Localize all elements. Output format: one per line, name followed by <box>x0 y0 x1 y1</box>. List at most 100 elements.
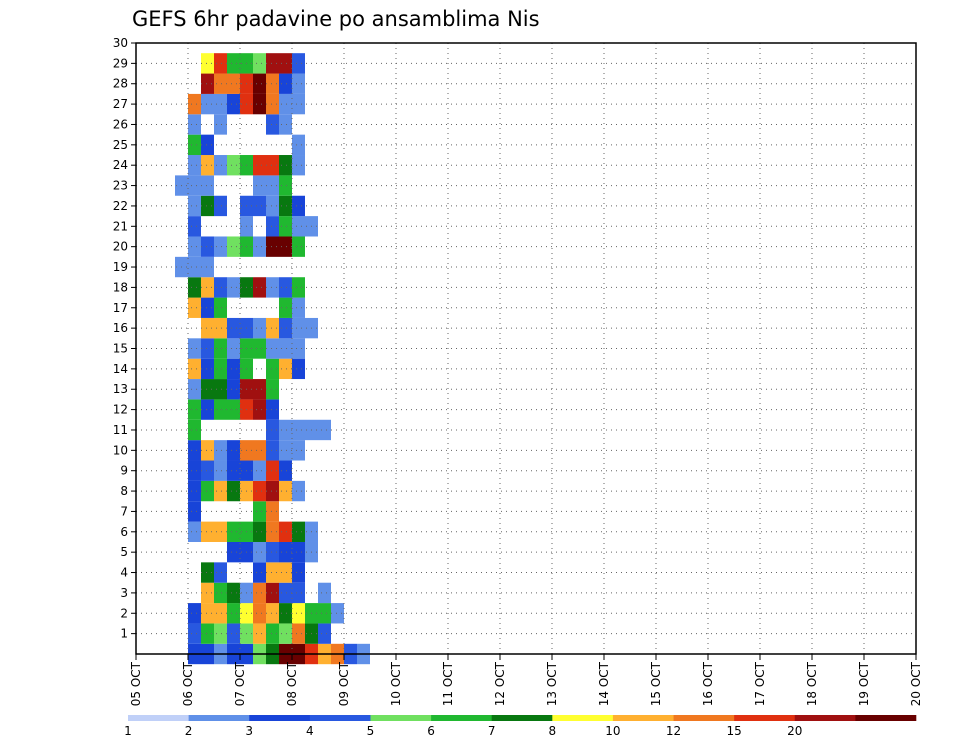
cell-m6-t12 <box>292 521 305 542</box>
x-tick-label-7: 12 OCT <box>493 661 507 706</box>
x-tick-label-0: 05 OCT <box>129 661 143 706</box>
cell-m24-t9 <box>253 155 266 176</box>
colorbar-label-2: 2 <box>185 724 193 738</box>
cell-m18-t5 <box>201 277 214 298</box>
x-tick-label-4: 09 OCT <box>337 661 351 706</box>
y-tick-label-3: 3 <box>120 586 128 600</box>
cell-m18-t9 <box>253 277 266 298</box>
colorbar-swatch-4 <box>370 715 432 721</box>
cell-m24-t12 <box>292 155 305 176</box>
cell-m11-t11 <box>279 419 292 441</box>
cell-m24-t10 <box>266 155 279 176</box>
cell-m26-t10 <box>266 114 279 135</box>
y-tick-label-12: 12 <box>113 403 128 417</box>
cell-m16-t9 <box>253 317 266 339</box>
colorbar-swatch-6 <box>491 715 553 721</box>
cell-m18-t10 <box>266 277 279 298</box>
y-tick-label-17: 17 <box>113 301 128 315</box>
cell-m18-t12 <box>292 277 305 298</box>
colorbar-label-10: 10 <box>605 724 620 738</box>
cell-m2-t9 <box>253 603 266 624</box>
cell-m10-t10 <box>266 440 279 461</box>
x-tick-label-12: 17 OCT <box>753 661 767 706</box>
colorbar-label-5: 5 <box>367 724 375 738</box>
cell-m21-t11 <box>279 216 292 237</box>
colorbar-swatch-3 <box>309 715 371 721</box>
cell-m16-t10 <box>266 317 279 339</box>
cell-m14-t5 <box>201 358 214 380</box>
cell-m10-t5 <box>201 440 214 461</box>
cell-m2-t12 <box>292 603 305 624</box>
cell-m18-t7 <box>227 277 240 298</box>
cell-m16-t7 <box>227 317 240 339</box>
cell-m6-t5 <box>201 521 214 542</box>
cell-m13-t5 <box>201 379 214 400</box>
cell-m29-t7 <box>227 53 240 74</box>
cell-m14-t4 <box>188 358 201 380</box>
cell-m14-t6 <box>214 358 227 380</box>
y-tick-label-24: 24 <box>113 158 128 172</box>
cell-m22-t10 <box>266 195 279 217</box>
cell-m16-t6 <box>214 317 227 339</box>
cell-m27-t9 <box>253 93 266 115</box>
cell-m3-t14 <box>318 582 331 604</box>
cell-m15-t11 <box>279 338 292 359</box>
cell-m26-t11 <box>279 114 292 135</box>
cell-m12-t7 <box>227 399 240 420</box>
cell-m28-t7 <box>227 73 240 94</box>
cell-m24-t4 <box>188 155 201 176</box>
cell-m1-t10 <box>266 623 279 644</box>
y-tick-label-27: 27 <box>113 97 128 111</box>
cell-m8-t5 <box>201 480 214 502</box>
colorbar-swatch-5 <box>431 715 492 721</box>
cell-m1-t11 <box>279 623 292 644</box>
cell-m15-t9 <box>253 338 266 359</box>
y-tick-label-10: 10 <box>113 443 128 457</box>
cell-m1-t6 <box>214 623 227 644</box>
cell-m29-t6 <box>214 53 227 74</box>
cell-m2-t15 <box>331 603 344 624</box>
cell-m29-t10 <box>266 53 279 74</box>
cell-m29-t5 <box>201 53 214 74</box>
cell-m27-t11 <box>279 93 292 115</box>
y-tick-label-26: 26 <box>113 117 128 131</box>
cell-m9-t11 <box>279 460 292 481</box>
gridlines <box>136 43 916 654</box>
cell-m10-t12 <box>292 440 305 461</box>
cell-m4-t11 <box>279 562 292 583</box>
y-tick-label-14: 14 <box>113 362 128 376</box>
cell-m8-t10 <box>266 480 279 502</box>
cell-m11-t14 <box>318 419 331 441</box>
cell-m25-t5 <box>201 134 214 156</box>
colorbar-swatch-1 <box>188 715 250 721</box>
cell-m19-t5 <box>201 256 214 278</box>
cell-m28-t6 <box>214 73 227 94</box>
cell-m17-t4 <box>188 297 201 318</box>
cell-m18-t4 <box>188 277 201 298</box>
colorbar-swatch-10 <box>734 715 796 721</box>
cell-m6-t9 <box>253 521 266 542</box>
cell-m8-t4 <box>188 480 201 502</box>
cell-m5-t10 <box>266 541 279 563</box>
chart-title: GEFS 6hr padavine po ansamblima Nis <box>132 7 540 31</box>
colorbar-label-6: 6 <box>427 724 435 738</box>
cell-m23-t10 <box>266 175 279 196</box>
cell-m15-t5 <box>201 338 214 359</box>
cell-m20-t11 <box>279 236 292 257</box>
cell-m28-t11 <box>279 73 292 94</box>
heatmap-cells <box>175 53 370 665</box>
cell-m21-t12 <box>292 216 305 237</box>
cell-m27-t7 <box>227 93 240 115</box>
cell-m13-t7 <box>227 379 240 400</box>
cell-m13-t9 <box>253 379 266 400</box>
y-tick-label-28: 28 <box>113 77 128 91</box>
cell-m15-t10 <box>266 338 279 359</box>
cell-m7-t9 <box>253 501 266 522</box>
colorbar-label-1: 1 <box>124 724 132 738</box>
cell-m12-t9 <box>253 399 266 420</box>
x-axis: 05 OCT 06 OCT 07 OCT 08 OCT 09 OCT 10 OCT 11 O… <box>129 654 923 706</box>
x-tick-label-6: 11 OCT <box>441 661 455 706</box>
cell-m20-t4 <box>188 236 201 257</box>
cell-m4-t6 <box>214 562 227 583</box>
y-tick-label-19: 19 <box>113 260 128 274</box>
